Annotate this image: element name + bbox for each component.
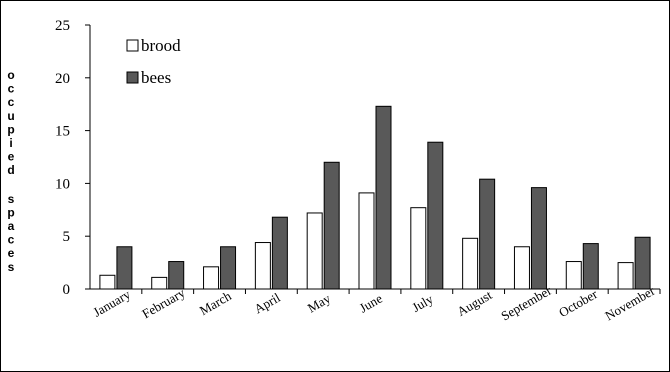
bar-bees <box>168 261 185 290</box>
y-tick-label: 25 <box>55 18 70 34</box>
bar-bees <box>375 105 392 290</box>
bar-bees <box>220 246 237 290</box>
y-tick-label: 20 <box>55 71 70 87</box>
bar-bees <box>427 141 444 290</box>
bar-bees <box>530 187 547 290</box>
legend-label-brood: brood <box>141 36 181 55</box>
bar-brood <box>151 276 168 290</box>
y-tick-label: 5 <box>63 229 71 245</box>
legend-label-bees: bees <box>141 68 171 87</box>
y-tick-label: 10 <box>55 176 70 192</box>
bar-brood <box>203 266 220 290</box>
y-axis-label-char: i <box>9 136 12 150</box>
y-axis-label-char: a <box>8 219 15 233</box>
bar-brood <box>410 207 427 290</box>
bar-brood <box>617 262 634 290</box>
bar-brood <box>513 246 530 290</box>
y-axis-label-char: d <box>7 163 14 177</box>
y-axis-label-char: c <box>8 233 15 247</box>
y-axis-label-char: c <box>8 82 15 96</box>
bar-brood <box>565 261 582 290</box>
bars <box>99 105 651 290</box>
bar-bees <box>582 243 599 290</box>
bar-brood <box>254 242 271 290</box>
bar-bees <box>271 216 288 290</box>
bar-brood <box>358 192 375 290</box>
legend-swatch-brood <box>126 39 139 52</box>
legend-swatch-bees <box>126 71 139 84</box>
bar-bees <box>634 236 651 290</box>
y-axis-label-char: s <box>8 260 15 274</box>
y-axis-label-char: c <box>8 95 15 109</box>
y-axis-label-char: e <box>8 246 15 260</box>
y-axis-label-char: e <box>8 150 15 164</box>
bar-bees <box>323 161 340 290</box>
bar-bees <box>479 178 496 290</box>
y-axis-label-char: o <box>7 68 14 82</box>
y-axis-label-char: s <box>8 192 15 206</box>
y-axis-label-char: p <box>7 205 14 219</box>
y-axis-label-char: u <box>7 109 14 123</box>
y-axis-label-char: p <box>7 122 14 136</box>
bar-brood <box>99 274 116 290</box>
y-tick-label: 0 <box>63 282 71 298</box>
bar-brood <box>462 237 479 290</box>
legend: brood bees <box>126 36 181 87</box>
bar-brood <box>306 212 323 290</box>
y-tick-label: 15 <box>55 124 70 140</box>
bar-bees <box>116 246 133 290</box>
